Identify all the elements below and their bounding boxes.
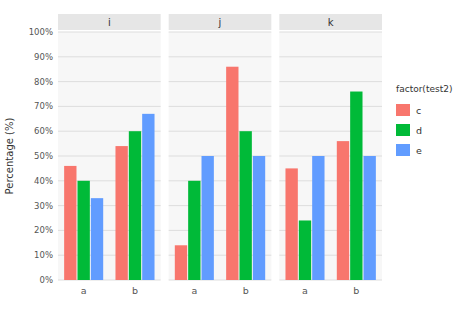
legend-label: e [416, 145, 422, 156]
bar [337, 141, 349, 280]
legend-swatch [396, 124, 410, 136]
bar [239, 131, 251, 280]
facet-title: i [108, 17, 111, 28]
y-tick-label: 80% [34, 77, 53, 87]
strip [279, 14, 382, 30]
facet-title: j [218, 17, 222, 28]
plot-background [58, 32, 161, 280]
grid-line [279, 131, 382, 132]
grid-line [58, 56, 161, 57]
bar [115, 146, 127, 280]
bar [350, 92, 362, 280]
bar [129, 131, 141, 280]
chart: i 0% 10% 20% 30% 40% 50% 60% 70% 80% 90% 100% a b Perc… [0, 0, 474, 316]
grid-line [169, 106, 272, 107]
bar [64, 166, 76, 280]
bar [188, 181, 200, 280]
legend-label: d [416, 125, 422, 136]
strip [169, 14, 272, 30]
x-tick-label: a [81, 285, 87, 296]
legend-title: factor(test2) [396, 84, 452, 94]
bars [285, 92, 375, 280]
bar [364, 156, 376, 280]
x-tick-label: b [132, 285, 138, 296]
bars [175, 67, 265, 280]
bars [64, 114, 154, 280]
grid-line [58, 81, 161, 82]
bar [285, 168, 297, 280]
panel: i 0% 10% 20% 30% 40% 50% 60% 70% 80% 90% 100% a b [29, 14, 161, 296]
y-tick-label: 20% [34, 225, 53, 235]
facet-title: k [328, 17, 334, 28]
x-tick-label: a [191, 285, 197, 296]
y-axis-label: Percentage (%) [4, 118, 15, 195]
y-tick-label: 50% [34, 151, 53, 161]
bar [175, 245, 187, 280]
grid-line [169, 131, 272, 132]
plot-background [279, 32, 382, 280]
y-tick-label: 40% [34, 176, 53, 186]
bar [142, 114, 154, 280]
grid-line [279, 32, 382, 33]
strip [58, 14, 161, 30]
bar [91, 198, 103, 280]
grid-line [279, 81, 382, 82]
y-tick-label: 90% [34, 52, 53, 62]
bar [77, 181, 89, 280]
y-tick-label: 10% [34, 250, 53, 260]
grid-line [279, 106, 382, 107]
y-tick-label: 100% [29, 27, 53, 37]
legend: factor(test2) cde [396, 84, 452, 156]
bar [253, 156, 265, 280]
grid-line [169, 81, 272, 82]
x-tick-label: b [353, 285, 359, 296]
y-tick-label: 60% [34, 126, 53, 136]
panel: j a b [169, 14, 272, 296]
plot-background [169, 32, 272, 280]
grid-line [279, 56, 382, 57]
panel: k a b [279, 14, 382, 296]
x-tick-label: b [243, 285, 249, 296]
bar [202, 156, 214, 280]
legend-swatch [396, 104, 410, 116]
grid-line [169, 56, 272, 57]
bar [312, 156, 324, 280]
y-tick-label: 0% [40, 275, 54, 285]
grid-line [169, 32, 272, 33]
bar [226, 67, 238, 280]
bar [299, 220, 311, 280]
legend-label: c [416, 105, 421, 116]
y-tick-label: 30% [34, 201, 53, 211]
grid-line [58, 32, 161, 33]
grid-line [58, 106, 161, 107]
y-tick-label: 70% [34, 101, 53, 111]
legend-swatch [396, 144, 410, 156]
x-tick-label: a [302, 285, 308, 296]
